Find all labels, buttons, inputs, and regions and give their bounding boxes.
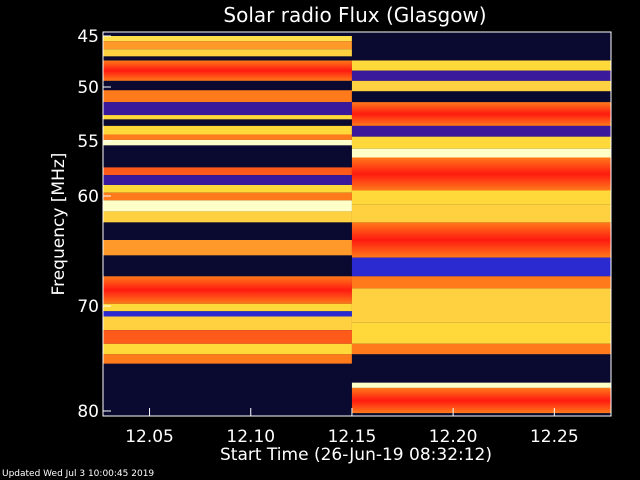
spectrum-band (103, 115, 352, 120)
spectrum-band (351, 343, 611, 355)
spectrum-band (103, 41, 352, 50)
y-tick-label: 55 (77, 132, 99, 152)
spectrum-band (103, 222, 352, 240)
spectrum-band (351, 382, 611, 388)
spectrum-band (351, 91, 611, 103)
spectrum-band (351, 60, 611, 71)
x-tick-label: 12.20 (429, 427, 478, 447)
y-axis-title: Frequency [MHz] (49, 153, 69, 296)
spectrum-band (103, 211, 352, 223)
spectrum-band (351, 36, 611, 61)
y-axis: 45 50 55 60 70 80 (77, 27, 111, 422)
y-tick-label: 70 (77, 297, 99, 317)
spectrum-band (351, 222, 611, 258)
spectrum-band (351, 157, 611, 191)
x-tick-label: 12.25 (530, 427, 579, 447)
spectrum-band (103, 134, 352, 140)
spectrum-band (351, 102, 611, 126)
spectrum-band (351, 288, 611, 323)
spectrum-band (103, 56, 352, 61)
spectrum-band (351, 80, 611, 92)
x-tick-label: 12.10 (226, 427, 275, 447)
spectrum-band (351, 148, 611, 158)
spectrum-band (103, 139, 352, 146)
spectrum-band (103, 119, 352, 126)
plot-frame (102, 31, 612, 417)
spectrum-band (103, 354, 352, 364)
updated-timestamp: Updated Wed Jul 3 10:00:45 2019 (2, 469, 155, 479)
spectrum-band (103, 276, 352, 304)
x-axis-title: Start Time (26-Jun-19 08:32:12) (220, 445, 492, 465)
spectrum-band (103, 185, 352, 193)
spectrum-band (103, 311, 352, 317)
x-axis: 12.05 12.10 12.15 12.20 12.25 (125, 408, 579, 447)
spectrum-band (351, 70, 611, 81)
plot-area (103, 32, 611, 416)
spectrum-band (103, 255, 352, 277)
spectrum-band (103, 343, 352, 355)
y-tick-label: 45 (77, 27, 99, 47)
spectrum-band (103, 363, 352, 414)
spectrum-band (351, 354, 611, 383)
spectrum-band (103, 330, 352, 344)
spectrum-band (351, 190, 611, 205)
spectrum-band (103, 145, 352, 168)
spectrum-band (103, 167, 352, 176)
spectrum-band (103, 36, 352, 42)
chart-title: Solar radio Flux (Glasgow) (223, 3, 486, 27)
spectrum-band (103, 49, 352, 57)
spectrum-band (351, 257, 611, 277)
spectrum-band (351, 276, 611, 289)
spectrum-band (103, 175, 352, 185)
spectrum-band (103, 90, 352, 103)
spectrum-band (351, 204, 611, 223)
spectrum-band (103, 125, 352, 135)
spectrum-band (351, 136, 611, 149)
spectrum-band (351, 387, 611, 414)
spectrum-band (103, 80, 352, 91)
spectrum-band (351, 125, 611, 137)
spectrum-band (103, 192, 352, 201)
spectrum-band (103, 303, 352, 312)
spectrum-band (103, 200, 352, 212)
spectrum-band (103, 60, 352, 81)
spectrum-band (351, 322, 611, 344)
x-tick-label: 12.15 (328, 427, 377, 447)
spectrum-band (103, 316, 352, 331)
y-tick-label: 80 (77, 402, 99, 422)
spectrum-band (103, 102, 352, 116)
y-tick-label: 50 (77, 78, 99, 98)
y-tick-label: 60 (77, 187, 99, 207)
x-tick-label: 12.05 (125, 427, 174, 447)
spectrum-band (103, 240, 352, 256)
